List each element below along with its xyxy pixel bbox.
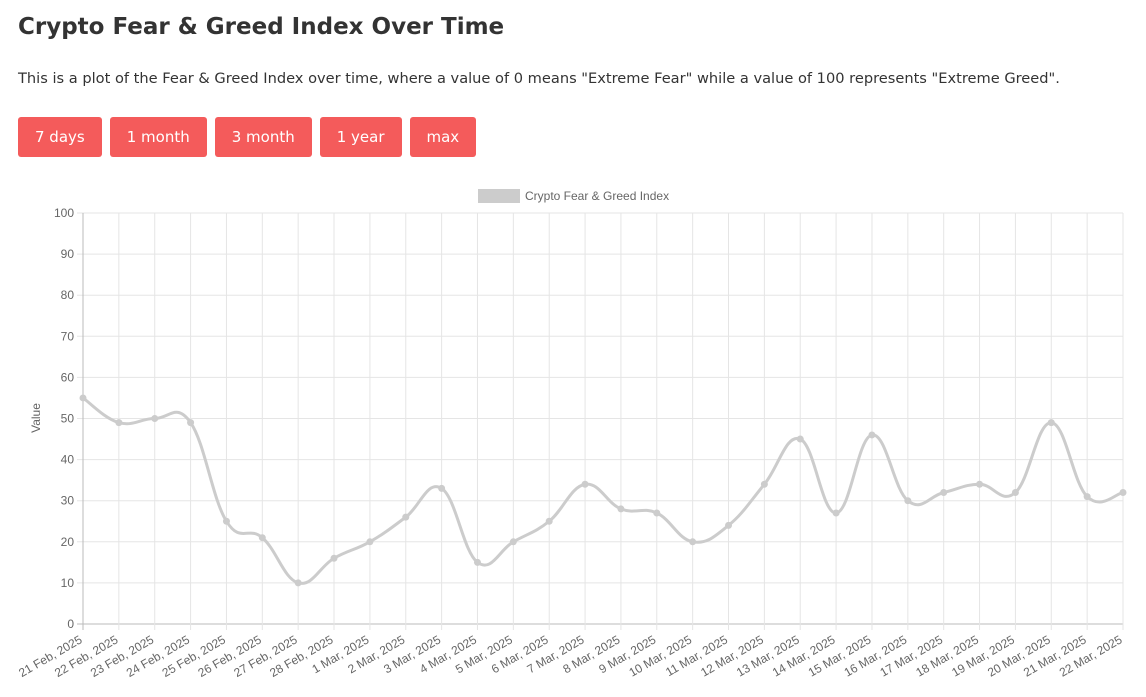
range-button-group: 7 days 1 month 3 month 1 year max bbox=[18, 117, 477, 157]
y-tick-label: 30 bbox=[61, 494, 75, 508]
data-point[interactable] bbox=[617, 505, 625, 513]
y-tick-label: 60 bbox=[61, 370, 75, 384]
data-point[interactable] bbox=[366, 538, 374, 546]
y-tick-label: 0 bbox=[67, 617, 74, 631]
chart-series bbox=[79, 394, 1127, 587]
series-line bbox=[82, 396, 1124, 585]
data-point[interactable] bbox=[438, 484, 446, 492]
page-description: This is a plot of the Fear & Greed Index… bbox=[18, 70, 1060, 87]
data-point[interactable] bbox=[581, 480, 589, 488]
data-point[interactable] bbox=[294, 579, 302, 587]
chart-grid bbox=[77, 212, 1124, 630]
data-point[interactable] bbox=[940, 488, 948, 496]
data-point[interactable] bbox=[1083, 493, 1091, 501]
data-point[interactable] bbox=[904, 497, 912, 505]
data-point[interactable] bbox=[832, 509, 840, 517]
y-tick-label: 50 bbox=[61, 412, 75, 426]
chart-legend[interactable]: Crypto Fear & Greed Index bbox=[478, 189, 669, 203]
page-title: Crypto Fear & Greed Index Over Time bbox=[18, 14, 505, 40]
legend-swatch[interactable] bbox=[478, 189, 520, 203]
y-tick-label: 80 bbox=[61, 288, 75, 302]
data-point[interactable] bbox=[187, 419, 195, 427]
range-button-1-month[interactable]: 1 month bbox=[109, 117, 207, 157]
y-tick-label: 90 bbox=[61, 247, 75, 261]
data-point[interactable] bbox=[330, 554, 338, 562]
data-point[interactable] bbox=[760, 480, 768, 488]
data-point[interactable] bbox=[725, 521, 733, 529]
range-button-max[interactable]: max bbox=[409, 117, 477, 157]
y-tick-label: 100 bbox=[54, 206, 74, 220]
y-tick-label: 70 bbox=[61, 329, 75, 343]
data-point[interactable] bbox=[258, 534, 266, 542]
data-point[interactable] bbox=[653, 509, 661, 517]
data-point[interactable] bbox=[509, 538, 517, 546]
data-point[interactable] bbox=[689, 538, 697, 546]
data-point[interactable] bbox=[402, 513, 410, 521]
data-point[interactable] bbox=[1119, 488, 1127, 496]
legend-label[interactable]: Crypto Fear & Greed Index bbox=[525, 189, 669, 203]
data-point[interactable] bbox=[1011, 488, 1019, 496]
data-point[interactable] bbox=[1047, 419, 1055, 427]
range-button-7-days[interactable]: 7 days bbox=[18, 117, 102, 157]
data-point[interactable] bbox=[473, 558, 481, 566]
data-point[interactable] bbox=[222, 517, 230, 525]
data-point[interactable] bbox=[79, 394, 87, 402]
chart-container: 0 10 20 30 40 50 60 70 80 90 100 21 Feb, 2025 22 Feb… bbox=[0, 180, 1146, 697]
data-point[interactable] bbox=[115, 419, 123, 427]
range-button-3-month[interactable]: 3 month bbox=[214, 117, 312, 157]
data-point[interactable] bbox=[545, 517, 553, 525]
y-axis-title: Value bbox=[29, 403, 43, 433]
range-button-1-year[interactable]: 1 year bbox=[319, 117, 402, 157]
data-point[interactable] bbox=[976, 480, 984, 488]
y-tick-label: 40 bbox=[61, 453, 75, 467]
data-point[interactable] bbox=[868, 431, 876, 439]
data-point[interactable] bbox=[796, 435, 804, 443]
y-tick-label: 20 bbox=[61, 535, 75, 549]
y-tick-label: 10 bbox=[61, 576, 75, 590]
data-point[interactable] bbox=[151, 415, 159, 422]
